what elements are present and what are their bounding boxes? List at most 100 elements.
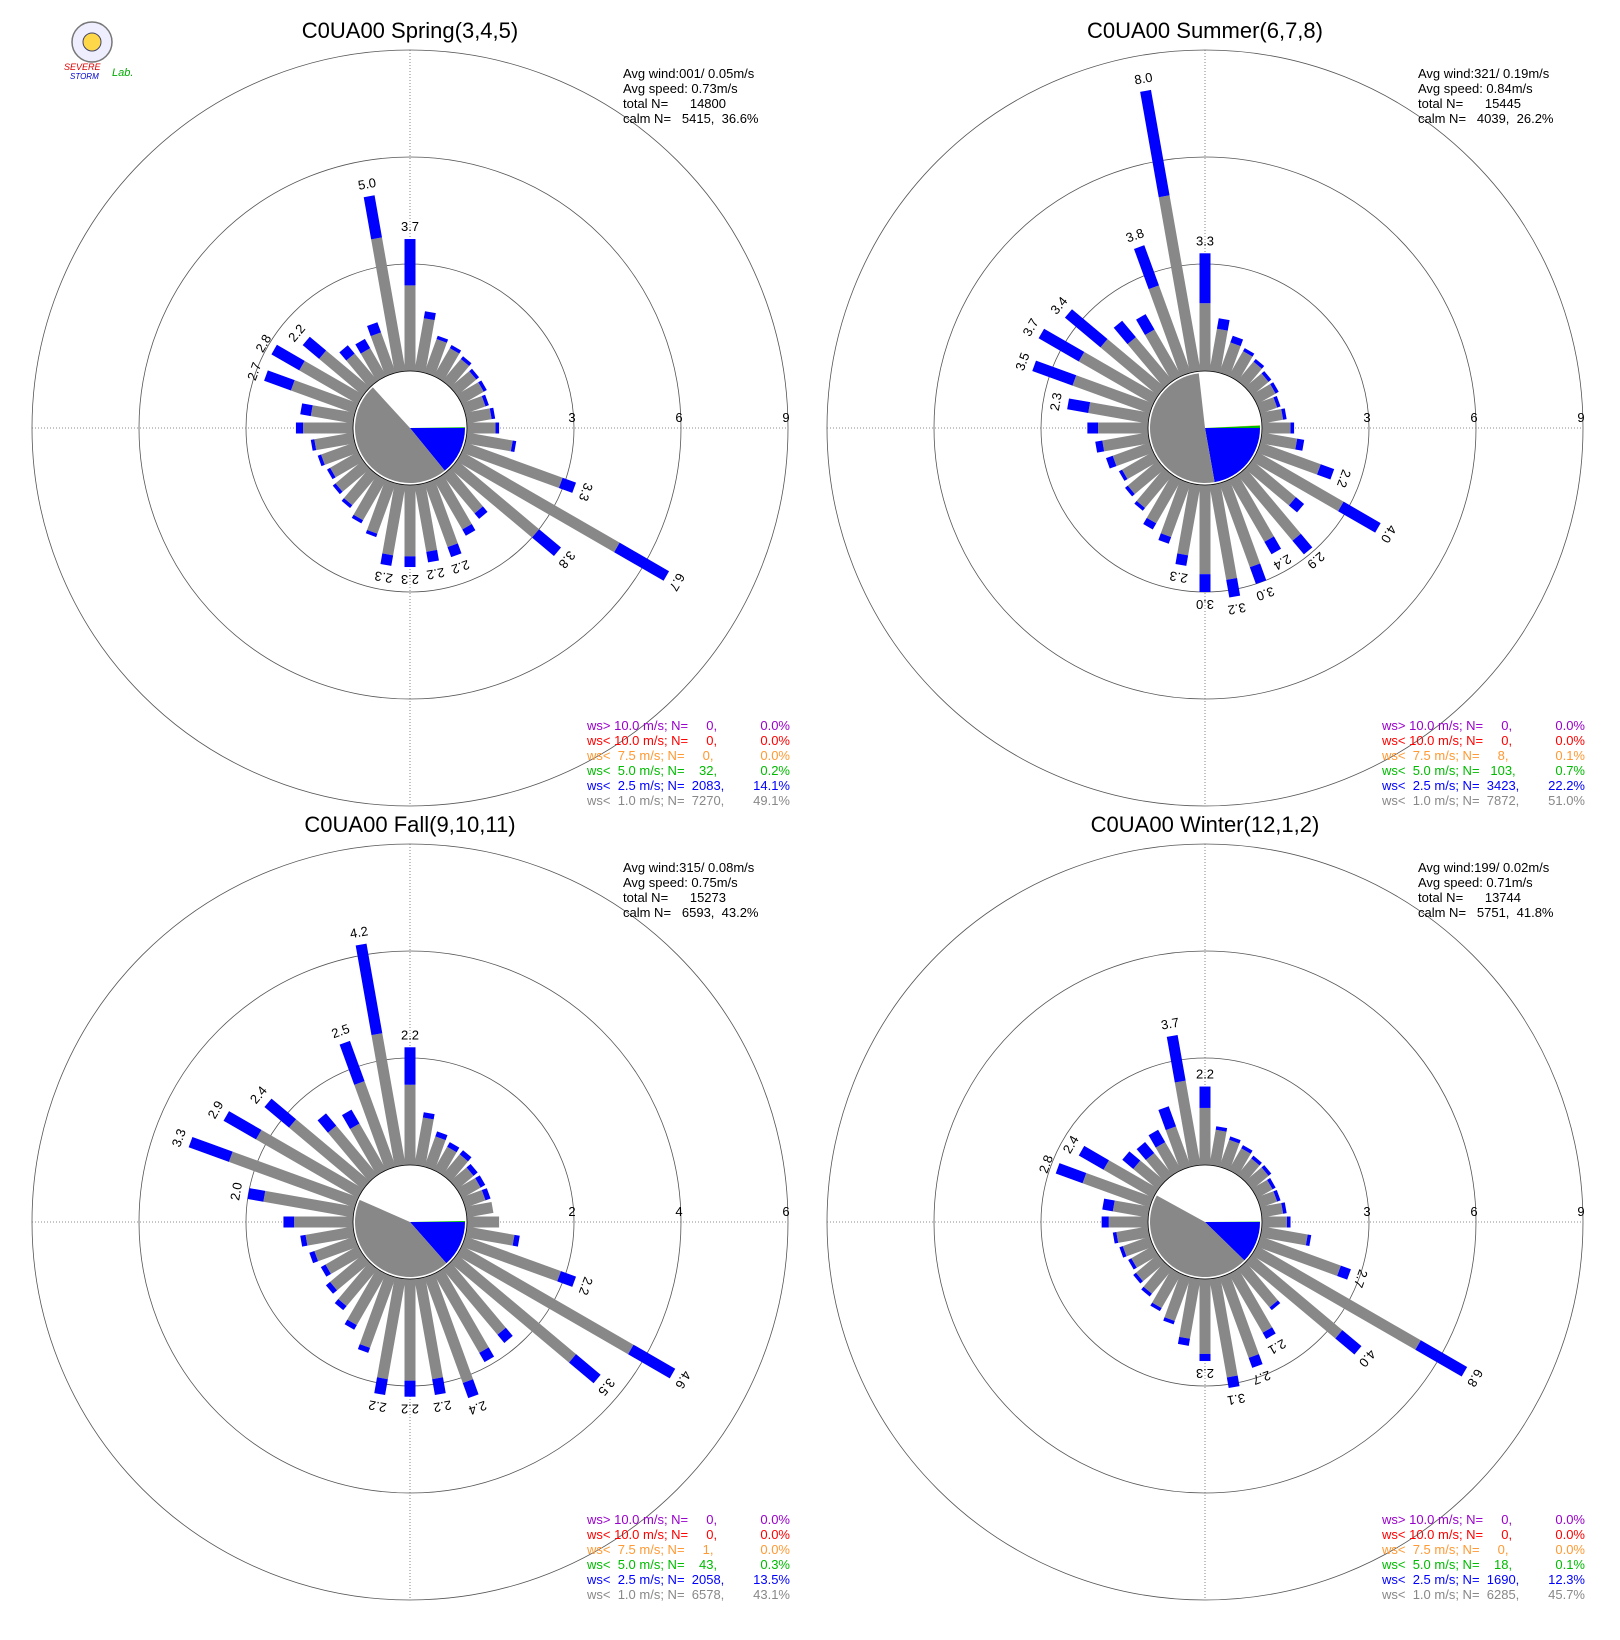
bar-label: 2.9 xyxy=(204,1098,226,1121)
tick-label: 3 xyxy=(568,410,575,425)
bar-segment xyxy=(1174,1080,1201,1167)
bar-segment xyxy=(365,529,378,538)
bar-segment xyxy=(1262,422,1291,434)
bar-segment xyxy=(330,1254,370,1291)
bar-segment xyxy=(481,1188,491,1201)
bar-segment xyxy=(1078,351,1159,405)
bar-segment xyxy=(459,1150,472,1162)
bar-segment xyxy=(1095,440,1105,453)
bar-segment xyxy=(1144,329,1182,382)
legend-percent: 0.7% xyxy=(1555,763,1585,778)
bar-label: 3.0 xyxy=(1254,584,1276,604)
bar-segment xyxy=(339,345,355,361)
logo-text: Lab. xyxy=(112,67,133,79)
bar-segment xyxy=(442,468,483,514)
bar-segment xyxy=(568,1354,601,1384)
tick-label: 6 xyxy=(782,1204,789,1219)
bar-segment xyxy=(1245,373,1269,396)
bar-segment xyxy=(1262,1327,1276,1339)
bar-segment xyxy=(1148,1129,1166,1148)
bar-label: 4.0 xyxy=(1378,523,1400,546)
bar-segment xyxy=(1143,1262,1173,1294)
bar-segment xyxy=(1163,1317,1175,1325)
bar-segment xyxy=(1270,382,1279,394)
bar-segment xyxy=(1228,1148,1251,1176)
legend-text: ws< 2.5 m/s; N= 2083, xyxy=(586,778,724,793)
bar-label: 2.2 xyxy=(1334,468,1354,490)
bar-segment xyxy=(354,1081,396,1171)
bar-label: 2.2 xyxy=(367,1397,387,1415)
bar-segment xyxy=(295,422,304,434)
bar-segment xyxy=(263,1190,355,1218)
bar-segment xyxy=(1127,460,1165,495)
legend-text: ws< 5.0 m/s; N= 18, xyxy=(1381,1557,1512,1572)
bar-segment xyxy=(467,422,496,434)
bar-label: 2.2 xyxy=(285,321,308,344)
bar-label: 8.0 xyxy=(1133,70,1153,88)
bar-label: 2.7 xyxy=(1251,1368,1273,1388)
bar-segment xyxy=(1251,1155,1262,1166)
bar-segment xyxy=(1199,1086,1211,1108)
bar-segment xyxy=(1150,1302,1162,1312)
bar-segment xyxy=(1256,1191,1278,1208)
bar-segment xyxy=(320,1264,331,1277)
bar-segment xyxy=(614,542,670,581)
info-text: Avg wind:199/ 0.02m/s xyxy=(1418,860,1550,875)
bar-segment xyxy=(423,311,436,321)
bar-segment xyxy=(264,370,295,391)
bar-segment xyxy=(367,479,396,534)
bar-segment xyxy=(1337,1265,1351,1280)
bar-segment xyxy=(1116,1226,1150,1243)
grid-ring xyxy=(1040,1057,1370,1387)
legend-percent: 0.2% xyxy=(760,763,790,778)
legend-percent: 51.0% xyxy=(1548,793,1585,808)
bar-segment xyxy=(558,477,577,493)
bar-segment xyxy=(1249,563,1267,584)
bar-segment xyxy=(1135,1254,1165,1282)
bar-segment xyxy=(346,353,378,388)
bar-segment xyxy=(341,1109,360,1130)
bar-segment xyxy=(1209,1277,1238,1378)
bar-label: 2.3 xyxy=(1047,391,1065,411)
bar-segment xyxy=(374,1377,388,1396)
bar-segment xyxy=(289,1119,370,1190)
info-text: calm N= 4039, 26.2% xyxy=(1418,111,1554,126)
pie-wedge xyxy=(410,427,465,428)
bar-segment xyxy=(317,454,325,467)
legend-text: ws< 2.5 m/s; N= 2058, xyxy=(586,1572,724,1587)
bar-segment xyxy=(1262,1216,1287,1228)
bar-segment xyxy=(461,1236,561,1282)
legend-text: ws< 1.0 m/s; N= 7872, xyxy=(1381,793,1519,808)
tick-label: 3 xyxy=(1363,410,1370,425)
bar-segment xyxy=(314,432,355,451)
bar-segment xyxy=(1237,468,1301,541)
bar-segment xyxy=(319,350,370,396)
bar-segment xyxy=(1251,1179,1273,1199)
bar-label: 6.7 xyxy=(666,571,688,594)
bar-label: 2.4 xyxy=(1060,1133,1082,1156)
bar-segment xyxy=(247,1188,266,1202)
legend-percent: 0.0% xyxy=(1555,733,1585,748)
bar-label: 4.2 xyxy=(349,923,369,941)
bar-segment xyxy=(1264,536,1282,555)
legend-percent: 0.0% xyxy=(1555,1542,1585,1557)
pie-wedge xyxy=(410,1220,465,1222)
bar-segment xyxy=(1158,533,1172,544)
bar-segment xyxy=(1199,1279,1211,1354)
bar-segment xyxy=(436,335,449,343)
bar-segment xyxy=(332,483,343,495)
bar-segment xyxy=(424,339,447,377)
legend-percent: 0.0% xyxy=(760,748,790,763)
grid-ring xyxy=(138,950,682,1494)
bar-segment xyxy=(1082,1172,1154,1208)
bar-label: 2.3 xyxy=(373,568,393,586)
bar-segment xyxy=(495,422,500,434)
bar-segment xyxy=(447,1142,460,1153)
bar-segment xyxy=(1102,432,1150,452)
bar-segment xyxy=(1158,195,1201,373)
tick-label: 9 xyxy=(782,410,789,425)
bar-label: 3.7 xyxy=(1160,1015,1180,1033)
bar-segment xyxy=(1177,483,1201,556)
windrose: 3 6 93.32.24.02.92.43.03.23.02.32.33.53.73… xyxy=(826,49,1585,807)
bar-segment xyxy=(1260,1202,1284,1218)
